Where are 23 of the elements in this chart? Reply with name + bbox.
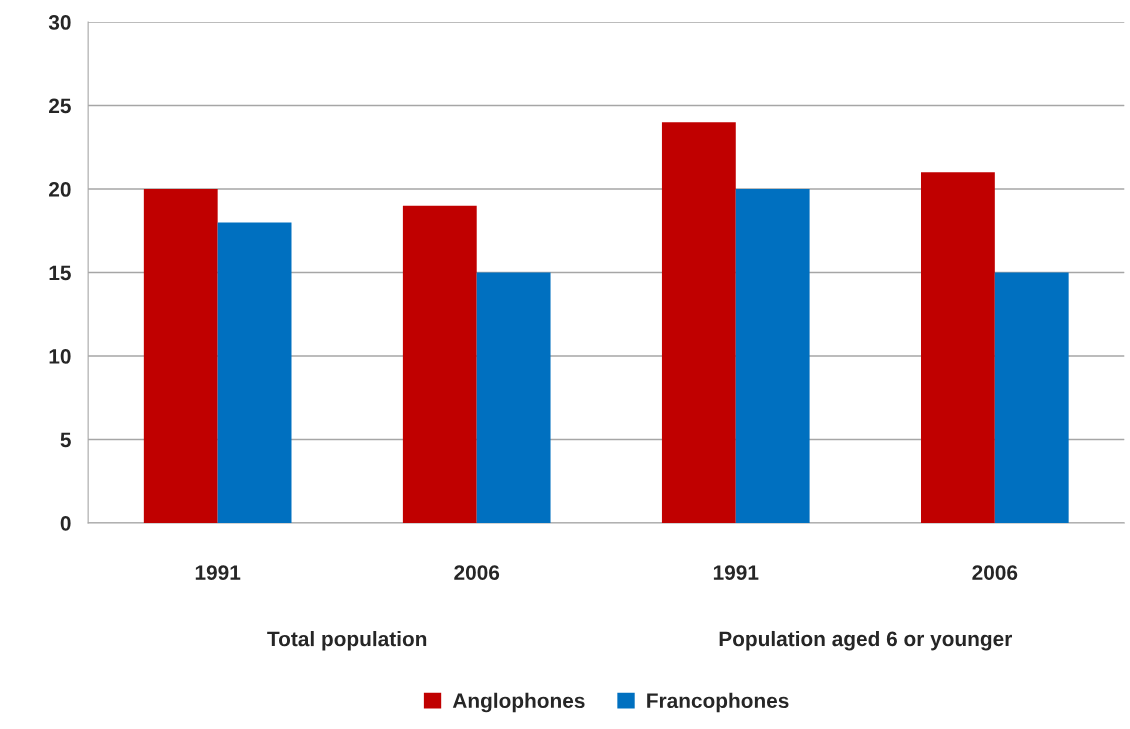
bar [143,189,218,523]
y-tick-label: 25 [49,98,71,114]
legend-label: Francophones [647,692,789,713]
y-tick-label: 10 [49,349,71,364]
x-tick-label: 1991 [195,565,241,580]
bar [402,205,477,523]
y-tick-label: 30 [48,15,71,30]
y-tick-label: 0 [60,515,71,531]
bar [920,172,995,523]
text: Population aged 6 or younger [719,630,1012,651]
y-tick-label: 5 [60,432,71,448]
legend-label: Anglophones [452,692,585,713]
x-tick-label: 2006 [972,565,1018,580]
y-tick-label: 15 [49,265,71,281]
x-tick-label: 2006 [454,565,500,580]
text: Total population [267,631,427,651]
bar [661,122,736,523]
bar [217,222,292,523]
bar [994,272,1069,523]
bar [476,272,551,523]
bar [735,189,810,523]
x-tick-label: 1991 [713,565,759,580]
y-tick-label: 20 [49,182,71,197]
